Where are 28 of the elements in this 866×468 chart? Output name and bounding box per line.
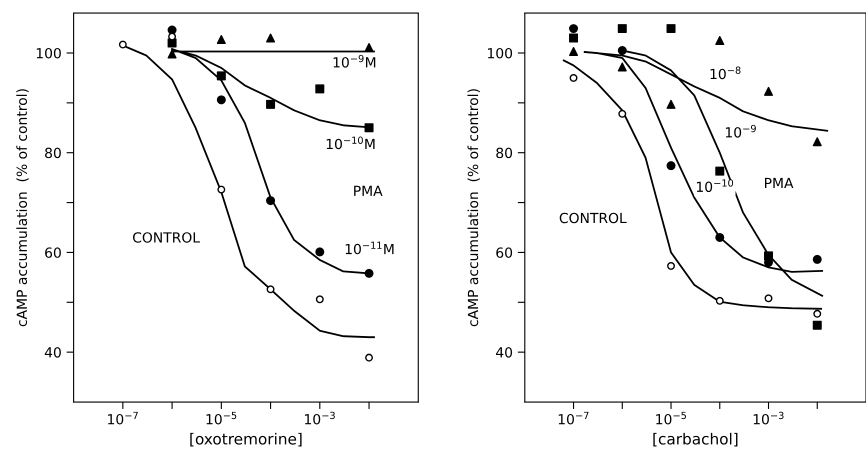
annotation: CONTROL bbox=[560, 212, 627, 224]
x-tick-label: 10$^{−5}$ bbox=[206, 412, 236, 424]
y-tick-label: 100 bbox=[488, 48, 512, 58]
y-axis-title: cAMP accumulation (% of control) bbox=[16, 89, 29, 326]
x-tick-label: 10$^{−3}$ bbox=[305, 412, 335, 424]
annotation: 10$^{−10}$ bbox=[696, 179, 734, 192]
x-tick-label: 10$^{−7}$ bbox=[108, 412, 138, 424]
y-tick-label: 80 bbox=[45, 148, 61, 158]
annotation: 10$^{−11}$M bbox=[346, 242, 394, 254]
y-tick-label: 60 bbox=[496, 247, 512, 258]
annotation: 10$^{−9}$ bbox=[726, 124, 756, 138]
x-axis-title: [carbachol] bbox=[653, 432, 738, 446]
x-tick-label: 10$^{−7}$ bbox=[558, 412, 589, 424]
y-tick-label: 60 bbox=[45, 247, 61, 258]
y-tick-label: 40 bbox=[496, 347, 512, 358]
y-axis-title: cAMP accumulation (% of control) bbox=[467, 89, 480, 326]
annotation: 10$^{−9}$M bbox=[334, 54, 376, 68]
y-tick-label: 80 bbox=[496, 148, 512, 158]
y-tick-label: 40 bbox=[44, 347, 61, 358]
annotation: 10$^{−8}$ bbox=[710, 66, 741, 80]
annotation: PMA bbox=[765, 178, 794, 188]
annotation: CONTROL bbox=[132, 232, 200, 243]
x-tick-label: 10$^{−5}$ bbox=[656, 412, 686, 424]
y-tick-label: 100 bbox=[36, 48, 61, 58]
x-axis-title: [oxotremorine] bbox=[190, 432, 302, 446]
annotation: PMA bbox=[354, 186, 383, 196]
annotation: 10$^{−10}$M bbox=[326, 136, 375, 150]
x-tick-label: 10$^{−3}$ bbox=[754, 412, 784, 424]
